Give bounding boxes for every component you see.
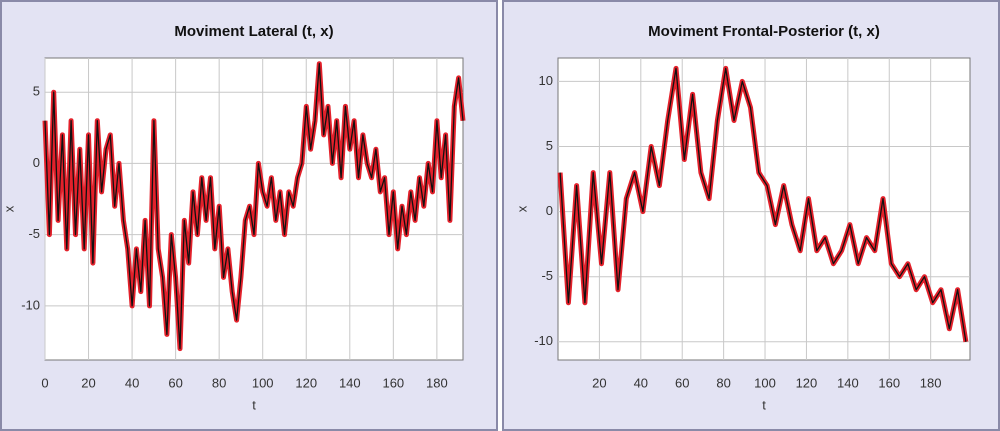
y-tick-label: -5 xyxy=(28,226,40,241)
y-tick-label: 10 xyxy=(539,73,553,88)
x-tick-label: 80 xyxy=(212,375,226,390)
x-tick-label: 160 xyxy=(878,375,900,390)
y-tick-label: -5 xyxy=(541,268,553,283)
x-tick-label: 180 xyxy=(920,375,942,390)
y-tick-label: 0 xyxy=(546,203,553,218)
x-tick-label: 100 xyxy=(754,375,776,390)
x-tick-label: 60 xyxy=(168,375,182,390)
x-tick-label: 120 xyxy=(796,375,818,390)
y-axis-label: x xyxy=(514,205,529,212)
series-line xyxy=(559,67,967,342)
x-tick-label: 0 xyxy=(41,375,48,390)
y-tick-label: 0 xyxy=(33,155,40,170)
x-tick-label: 180 xyxy=(426,375,448,390)
x-tick-label: 80 xyxy=(716,375,730,390)
x-axis-label: t xyxy=(252,397,256,412)
plot-area xyxy=(557,57,971,361)
x-tick-label: 120 xyxy=(295,375,317,390)
y-tick-label: -10 xyxy=(534,333,553,348)
x-tick-label: 140 xyxy=(339,375,361,390)
y-tick-label: 5 xyxy=(546,138,553,153)
x-tick-label: 40 xyxy=(125,375,139,390)
chart-title: Moviment Frontal-Posterior (t, x) xyxy=(648,23,880,40)
series-line xyxy=(44,63,464,350)
x-tick-label: 60 xyxy=(675,375,689,390)
x-tick-label: 20 xyxy=(592,375,606,390)
y-tick-label: 5 xyxy=(33,84,40,99)
y-tick-label: -10 xyxy=(21,297,40,312)
y-axis-label: x xyxy=(1,205,16,212)
x-tick-label: 140 xyxy=(837,375,859,390)
x-tick-label: 160 xyxy=(382,375,404,390)
x-tick-label: 100 xyxy=(252,375,274,390)
x-axis-label: t xyxy=(762,397,766,412)
x-tick-label: 40 xyxy=(634,375,648,390)
x-tick-label: 20 xyxy=(81,375,95,390)
chart-title: Moviment Lateral (t, x) xyxy=(174,23,333,40)
